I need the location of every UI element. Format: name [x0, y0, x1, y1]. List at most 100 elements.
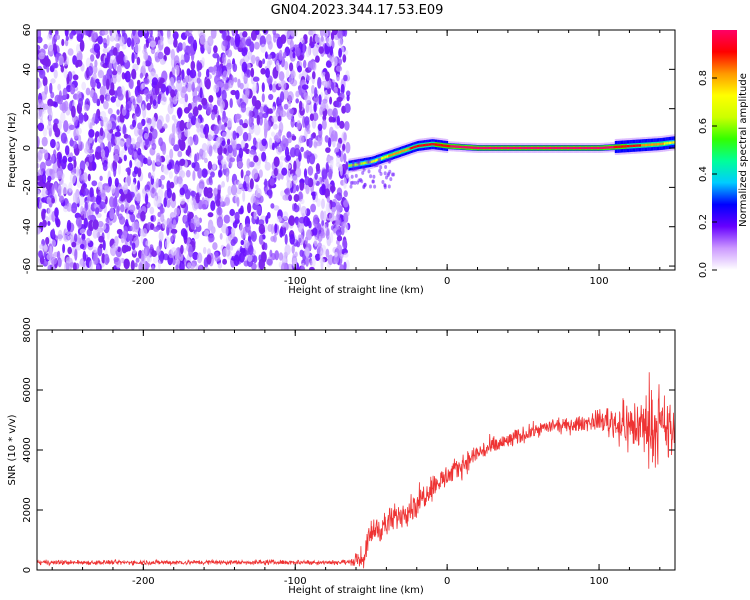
ridge-core	[605, 146, 607, 149]
noise-blob	[330, 232, 334, 244]
ridge-core	[436, 143, 438, 146]
noise-blob	[215, 136, 221, 149]
ridge-core	[438, 143, 440, 147]
ridge-speckle	[349, 184, 353, 189]
ridge-core	[511, 146, 513, 150]
ridge-speckle	[353, 180, 357, 185]
noise-blob	[132, 30, 136, 37]
noise-blob	[110, 184, 116, 194]
ridge-core	[599, 146, 601, 150]
noise-blob	[227, 79, 234, 89]
colorbar-tick-label: 0.4	[698, 166, 709, 182]
noise-blob	[67, 48, 74, 56]
noise-blob	[309, 153, 316, 165]
noise-blob	[179, 119, 185, 132]
noise-blob	[332, 215, 337, 221]
noise-blob	[187, 103, 192, 111]
noise-blob	[250, 67, 255, 78]
noise-blob	[249, 178, 254, 190]
ridge-core	[581, 146, 583, 150]
noise-blob	[72, 140, 78, 149]
noise-blob	[343, 261, 347, 270]
noise-blob	[237, 181, 242, 189]
ridge-core	[384, 156, 386, 159]
noise-blob	[268, 93, 274, 101]
ridge-speckle	[371, 162, 375, 167]
noise-blob	[252, 76, 260, 82]
noise-blob	[335, 65, 343, 72]
ridge-core	[602, 146, 605, 149]
noise-blob	[47, 221, 51, 226]
noise-blob	[186, 137, 191, 149]
noise-blob	[237, 160, 244, 169]
noise-blob	[242, 31, 248, 38]
noise-blob	[233, 77, 238, 83]
noise-blob	[330, 31, 335, 41]
noise-blob	[179, 187, 185, 196]
noise-blob	[303, 168, 308, 179]
ridge-core	[401, 150, 403, 153]
ridge-core	[463, 145, 465, 149]
ridge-core	[426, 143, 428, 146]
noise-blob	[310, 203, 316, 213]
noise-blob	[219, 30, 224, 34]
ridge-core	[620, 145, 623, 148]
noise-blob	[71, 207, 77, 213]
noise-blob	[262, 58, 266, 65]
noise-blob	[226, 117, 233, 128]
noise-blob	[291, 135, 297, 141]
noise-blob	[334, 86, 338, 94]
noise-blob	[312, 71, 316, 80]
noise-blob	[310, 133, 314, 141]
noise-blob	[244, 142, 249, 149]
noise-blob	[201, 168, 208, 178]
spectrogram-heatmap	[37, 30, 675, 270]
noise-blob	[90, 31, 97, 43]
noise-blob	[134, 207, 138, 216]
noise-blob	[167, 36, 174, 45]
noise-blob	[243, 181, 247, 190]
noise-blob	[311, 84, 315, 94]
noise-blob	[65, 35, 69, 41]
noise-blob	[176, 79, 182, 92]
ridge-core	[596, 146, 599, 150]
noise-blob	[258, 258, 265, 270]
ridge-speckle	[379, 165, 383, 170]
noise-blob	[179, 97, 185, 104]
noise-blob	[50, 78, 56, 84]
noise-blob	[327, 202, 331, 213]
noise-blob	[114, 186, 120, 198]
x-tick-label: 0	[444, 576, 450, 587]
noise-blob	[43, 244, 49, 252]
noise-blob	[160, 207, 165, 214]
noise-blob	[226, 138, 231, 146]
noise-blob	[338, 163, 343, 172]
spectrogram-ylabel: Frequency (Hz)	[7, 112, 18, 188]
ridge-speckle	[366, 159, 370, 164]
ridge-core	[395, 152, 397, 155]
noise-blob	[284, 30, 291, 39]
noise-blob	[339, 120, 345, 129]
noise-blob	[334, 194, 340, 199]
noise-blob	[48, 109, 53, 120]
noise-blob	[38, 52, 45, 60]
ridge-core	[498, 146, 500, 150]
noise-blob	[199, 149, 203, 155]
ridge-core	[502, 146, 504, 150]
ridge-core	[612, 146, 614, 149]
noise-blob	[313, 102, 317, 113]
noise-blob	[278, 71, 285, 82]
noise-blob	[278, 49, 283, 61]
noise-blob	[151, 116, 157, 129]
noise-blob	[270, 223, 274, 235]
noise-blob	[319, 250, 324, 262]
ridge-core	[558, 146, 560, 150]
ridge-core	[582, 146, 584, 150]
noise-blob	[302, 42, 306, 54]
noise-blob	[153, 195, 158, 207]
noise-blob	[99, 175, 103, 181]
noise-blob	[171, 123, 176, 135]
noise-blob	[38, 250, 43, 259]
noise-blob	[37, 150, 43, 161]
ridge-core	[488, 146, 491, 150]
